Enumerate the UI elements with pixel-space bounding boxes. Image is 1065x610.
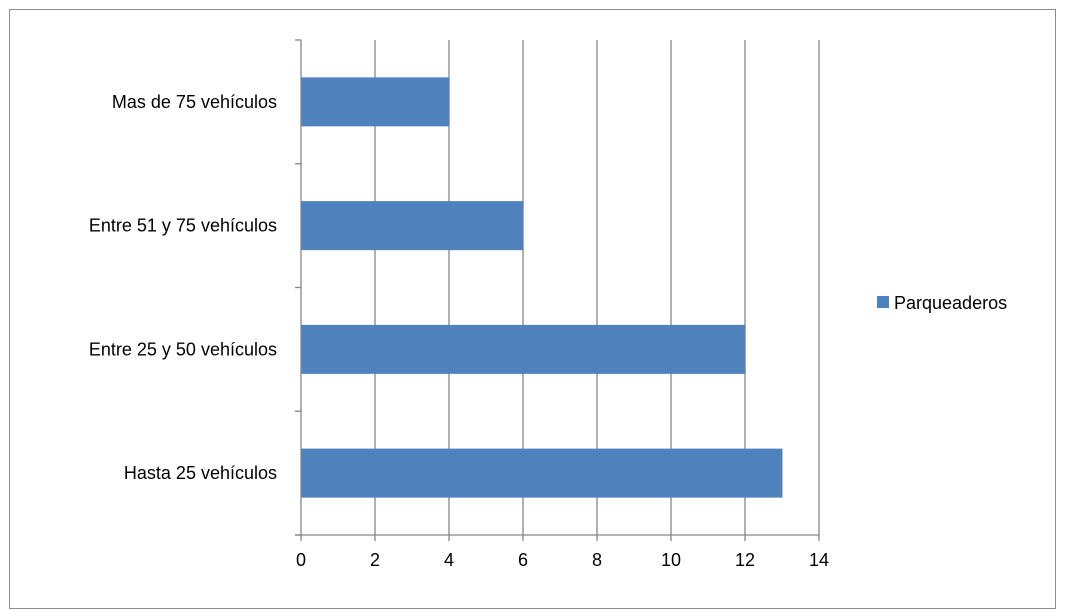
bar-chart: 0 2 4 6 8 10 12 14 Hasta 25 vehículos Entre 25 y… xyxy=(89,39,1007,570)
bar-mas-de-75-veh-culos xyxy=(301,77,450,127)
x-tick-labels: 0 2 4 6 8 10 12 14 xyxy=(296,550,829,570)
x-tick-label-10: 10 xyxy=(661,550,681,570)
x-tick-label-14: 14 xyxy=(809,550,829,570)
y-tick-label-hasta-25-veh-culos: Hasta 25 vehículos xyxy=(124,463,277,483)
legend-label-parqueaderos: Parqueaderos xyxy=(894,293,1007,313)
x-tick-label-8: 8 xyxy=(592,550,602,570)
y-tick-labels: Hasta 25 vehículos Entre 25 y 50 vehículo… xyxy=(89,92,277,483)
y-tick-label-entre-51-y-75-veh-culos: Entre 51 y 75 vehículos xyxy=(89,216,277,236)
x-tick-label-4: 4 xyxy=(444,550,454,570)
x-tick-label-6: 6 xyxy=(518,550,528,570)
chart-frame: 0 2 4 6 8 10 12 14 Hasta 25 vehículos Entre 25 y… xyxy=(9,9,1056,609)
y-tick-label-mas-de-75-veh-culos: Mas de 75 vehículos xyxy=(112,92,277,112)
legend: Parqueaderos xyxy=(877,293,1007,313)
x-tick-label-0: 0 xyxy=(296,550,306,570)
bar-hasta-25-veh-culos xyxy=(301,448,783,498)
bars xyxy=(301,77,783,498)
legend-swatch-parqueaderos xyxy=(877,296,889,308)
bar-entre-51-y-75-veh-culos xyxy=(301,201,524,251)
x-tick-label-12: 12 xyxy=(735,550,755,570)
axes xyxy=(295,39,820,541)
y-tick-label-entre-25-y-50-veh-culos: Entre 25 y 50 vehículos xyxy=(89,339,277,359)
bar-entre-25-y-50-veh-culos xyxy=(301,324,746,374)
x-tick-label-2: 2 xyxy=(370,550,380,570)
